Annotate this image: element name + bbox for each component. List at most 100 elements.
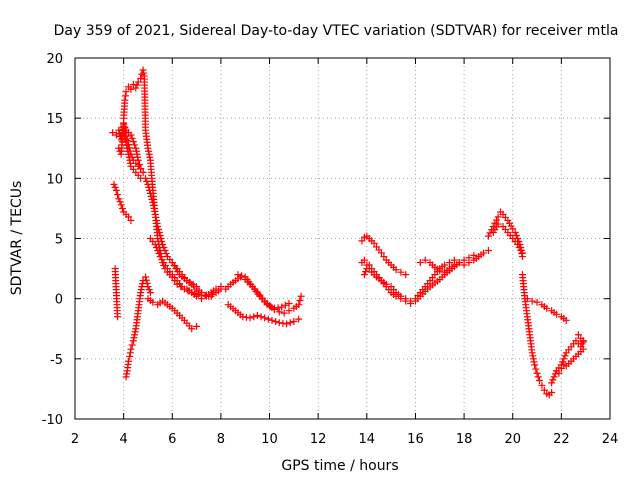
data-point bbox=[559, 358, 567, 366]
data-point bbox=[143, 177, 151, 185]
data-point bbox=[132, 147, 140, 155]
data-point bbox=[363, 261, 371, 269]
data-point bbox=[528, 349, 536, 357]
data-point bbox=[460, 256, 468, 264]
y-tick-label: 10 bbox=[46, 172, 63, 187]
data-point bbox=[297, 292, 305, 300]
data-point bbox=[275, 308, 283, 316]
data-point bbox=[115, 195, 123, 203]
data-point bbox=[132, 144, 140, 152]
data-point bbox=[264, 315, 272, 323]
data-point bbox=[377, 249, 385, 257]
x-tick-label: 4 bbox=[119, 432, 127, 447]
data-point bbox=[159, 241, 167, 249]
data-point bbox=[358, 237, 366, 245]
data-point bbox=[134, 78, 142, 86]
data-point bbox=[139, 66, 147, 74]
data-point bbox=[130, 334, 138, 342]
data-point bbox=[122, 88, 130, 96]
x-tick-label: 8 bbox=[217, 432, 225, 447]
data-point bbox=[543, 304, 551, 312]
data-point bbox=[147, 192, 155, 200]
data-point bbox=[126, 349, 134, 357]
data-point bbox=[160, 244, 168, 252]
data-point bbox=[480, 249, 488, 257]
data-point bbox=[114, 313, 122, 321]
data-point bbox=[531, 361, 539, 369]
data-point bbox=[257, 313, 265, 321]
x-tick-label: 14 bbox=[359, 432, 376, 447]
data-point bbox=[129, 337, 137, 345]
data-point bbox=[124, 147, 132, 155]
data-point bbox=[360, 271, 368, 279]
data-point bbox=[123, 141, 131, 149]
data-point bbox=[154, 225, 162, 233]
data-point bbox=[278, 303, 286, 311]
data-point bbox=[121, 132, 129, 140]
data-point bbox=[549, 376, 557, 384]
data-point bbox=[125, 213, 132, 221]
data-point bbox=[436, 267, 444, 275]
data-point bbox=[138, 283, 146, 291]
data-point bbox=[154, 247, 162, 255]
data-point bbox=[125, 150, 132, 158]
data-point bbox=[548, 379, 556, 387]
data-point bbox=[283, 320, 291, 328]
data-point bbox=[470, 251, 478, 259]
data-point bbox=[250, 313, 258, 321]
data-point bbox=[562, 316, 570, 324]
x-axis-label: GPS time / hours bbox=[281, 458, 398, 474]
data-point bbox=[149, 198, 157, 206]
data-point bbox=[397, 292, 405, 300]
data-point bbox=[528, 297, 536, 305]
data-point bbox=[491, 219, 499, 227]
data-point bbox=[272, 318, 280, 326]
data-point bbox=[126, 352, 134, 360]
data-point bbox=[155, 228, 163, 236]
data-point bbox=[577, 343, 585, 351]
y-tick-label: 0 bbox=[55, 293, 63, 308]
data-point bbox=[561, 352, 569, 360]
data-point bbox=[450, 261, 458, 269]
data-point bbox=[139, 168, 147, 176]
data-point bbox=[197, 295, 205, 303]
data-point bbox=[217, 283, 225, 291]
x-tick-label: 20 bbox=[504, 432, 521, 447]
data-point bbox=[484, 232, 492, 240]
data-point bbox=[253, 312, 261, 320]
data-point bbox=[148, 195, 156, 203]
data-point bbox=[154, 222, 162, 230]
data-point bbox=[290, 318, 298, 326]
data-point bbox=[484, 247, 492, 255]
data-point bbox=[532, 365, 540, 373]
data-point bbox=[268, 316, 276, 324]
data-point bbox=[360, 256, 368, 264]
data-point bbox=[146, 153, 154, 161]
data-point bbox=[142, 174, 150, 182]
data-point bbox=[145, 183, 153, 191]
data-point bbox=[296, 296, 304, 304]
data-point bbox=[123, 144, 131, 152]
data-point bbox=[270, 304, 278, 312]
data-point bbox=[142, 276, 150, 284]
data-point bbox=[441, 261, 449, 269]
data-point bbox=[402, 295, 410, 303]
data-point bbox=[509, 225, 517, 233]
x-tick-label: 24 bbox=[602, 432, 619, 447]
data-point bbox=[392, 266, 400, 274]
data-point bbox=[234, 271, 242, 279]
data-point bbox=[158, 238, 166, 246]
data-point bbox=[274, 304, 282, 312]
data-point bbox=[143, 279, 151, 287]
data-point bbox=[111, 183, 119, 191]
data-point bbox=[523, 295, 531, 303]
data-point bbox=[127, 131, 135, 139]
data-point bbox=[529, 355, 537, 363]
data-point bbox=[207, 292, 215, 300]
data-point bbox=[465, 254, 473, 262]
data-point bbox=[295, 315, 303, 323]
data-point bbox=[127, 85, 135, 93]
data-point bbox=[246, 314, 254, 322]
data-point bbox=[239, 313, 247, 321]
